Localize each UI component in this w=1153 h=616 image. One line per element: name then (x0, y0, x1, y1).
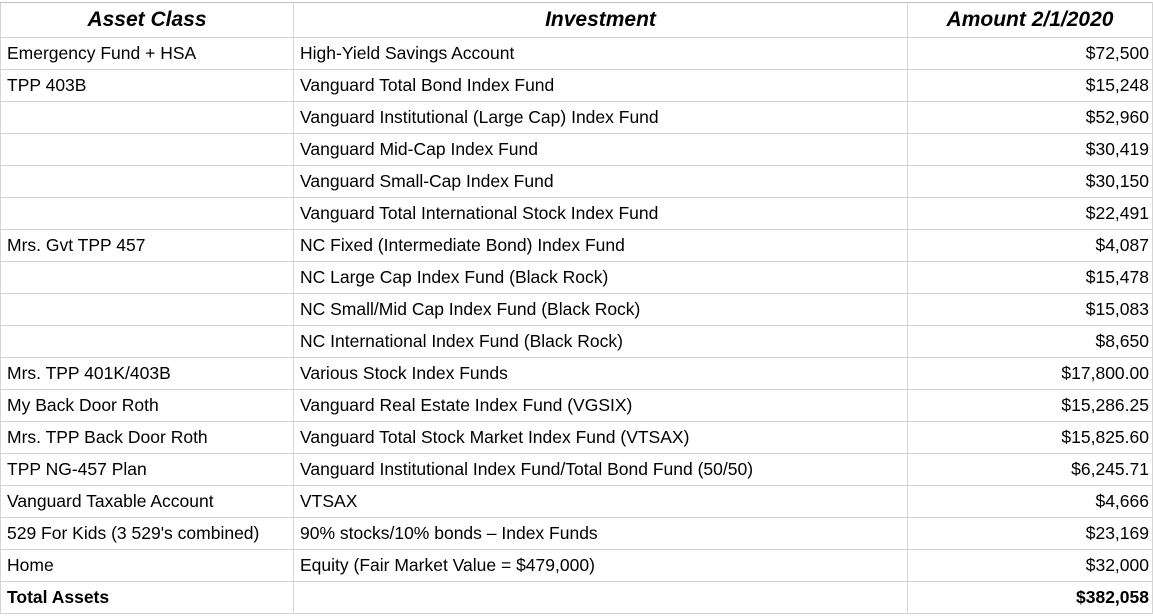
total-label: Total Assets (0, 581, 294, 614)
table-row: TPP 403B Vanguard Total Bond Index Fund $1… (0, 69, 1153, 102)
table-row: My Back Door Roth Vanguard Real Estate In… (0, 389, 1153, 422)
cell-amount: $15,248 (907, 69, 1153, 102)
cell-investment: 90% stocks/10% bonds – Index Funds (293, 517, 908, 550)
table-row: TPP NG-457 Plan Vanguard Institutional In… (0, 453, 1153, 486)
cell-investment: NC Large Cap Index Fund (Black Rock) (293, 261, 908, 294)
cell-investment: NC International Index Fund (Black Rock) (293, 325, 908, 358)
total-row: Total Assets $382,058 (0, 581, 1153, 614)
cell-investment: NC Small/Mid Cap Index Fund (Black Rock) (293, 293, 908, 326)
table-row: Vanguard Mid-Cap Index Fund $30,419 (0, 133, 1153, 166)
cell-asset-class: My Back Door Roth (0, 389, 294, 422)
cell-investment: Vanguard Institutional (Large Cap) Index… (293, 101, 908, 134)
table-row: Vanguard Institutional (Large Cap) Index… (0, 101, 1153, 134)
cell-asset-class (0, 325, 294, 358)
table-row: 529 For Kids (3 529's combined) 90% stock… (0, 517, 1153, 550)
table-row: NC International Index Fund (Black Rock)… (0, 325, 1153, 358)
cell-asset-class: Mrs. TPP 401K/403B (0, 357, 294, 390)
cell-amount: $23,169 (907, 517, 1153, 550)
cell-asset-class: Mrs. TPP Back Door Roth (0, 421, 294, 454)
cell-investment: Vanguard Total International Stock Index… (293, 197, 908, 230)
cell-amount: $8,650 (907, 325, 1153, 358)
cell-asset-class (0, 293, 294, 326)
cell-asset-class (0, 197, 294, 230)
cell-investment: Vanguard Mid-Cap Index Fund (293, 133, 908, 166)
header-row: Asset Class Investment Amount 2/1/2020 (0, 2, 1153, 38)
header-amount: Amount 2/1/2020 (907, 2, 1153, 38)
table-row: Vanguard Taxable Account VTSAX $4,666 (0, 485, 1153, 518)
table-row: Vanguard Small-Cap Index Fund $30,150 (0, 165, 1153, 198)
table-row: Mrs. TPP Back Door Roth Vanguard Total St… (0, 421, 1153, 454)
table-row: Home Equity (Fair Market Value = $479,000… (0, 549, 1153, 582)
cell-amount: $15,083 (907, 293, 1153, 326)
table-row: Mrs. TPP 401K/403B Various Stock Index Fu… (0, 357, 1153, 390)
cell-asset-class: Mrs. Gvt TPP 457 (0, 229, 294, 262)
header-asset-class: Asset Class (0, 2, 294, 38)
cell-amount: $17,800.00 (907, 357, 1153, 390)
table-row: Emergency Fund + HSA High-Yield Savings A… (0, 37, 1153, 70)
cell-asset-class: TPP 403B (0, 69, 294, 102)
cell-investment: Vanguard Real Estate Index Fund (VGSIX) (293, 389, 908, 422)
cell-amount: $72,500 (907, 37, 1153, 70)
cell-amount: $22,491 (907, 197, 1153, 230)
cell-asset-class (0, 133, 294, 166)
cell-investment: NC Fixed (Intermediate Bond) Index Fund (293, 229, 908, 262)
table-row: NC Large Cap Index Fund (Black Rock) $15,… (0, 261, 1153, 294)
cell-amount: $15,825.60 (907, 421, 1153, 454)
cell-amount: $30,419 (907, 133, 1153, 166)
cell-asset-class (0, 261, 294, 294)
cell-asset-class (0, 165, 294, 198)
cell-investment: High-Yield Savings Account (293, 37, 908, 70)
cell-amount: $30,150 (907, 165, 1153, 198)
cell-investment: Vanguard Total Stock Market Index Fund (… (293, 421, 908, 454)
table-row: NC Small/Mid Cap Index Fund (Black Rock)… (0, 293, 1153, 326)
cell-investment: VTSAX (293, 485, 908, 518)
cell-amount: $15,478 (907, 261, 1153, 294)
cell-asset-class (0, 101, 294, 134)
total-amount: $382,058 (907, 581, 1153, 614)
cell-asset-class: 529 For Kids (3 529's combined) (0, 517, 294, 550)
cell-amount: $6,245.71 (907, 453, 1153, 486)
cell-amount: $32,000 (907, 549, 1153, 582)
cell-amount: $4,087 (907, 229, 1153, 262)
cell-asset-class: Vanguard Taxable Account (0, 485, 294, 518)
cell-amount: $52,960 (907, 101, 1153, 134)
cell-amount: $4,666 (907, 485, 1153, 518)
cell-investment: Various Stock Index Funds (293, 357, 908, 390)
cell-investment: Vanguard Institutional Index Fund/Total … (293, 453, 908, 486)
cell-asset-class: TPP NG-457 Plan (0, 453, 294, 486)
cell-investment: Vanguard Total Bond Index Fund (293, 69, 908, 102)
table-body: Emergency Fund + HSA High-Yield Savings A… (0, 37, 1153, 582)
cell-asset-class: Home (0, 549, 294, 582)
table-row: Vanguard Total International Stock Index… (0, 197, 1153, 230)
cell-amount: $15,286.25 (907, 389, 1153, 422)
header-investment: Investment (293, 2, 908, 38)
total-investment (293, 581, 908, 614)
table-row: Mrs. Gvt TPP 457 NC Fixed (Intermediate B… (0, 229, 1153, 262)
cell-investment: Equity (Fair Market Value = $479,000) (293, 549, 908, 582)
cell-investment: Vanguard Small-Cap Index Fund (293, 165, 908, 198)
cell-asset-class: Emergency Fund + HSA (0, 37, 294, 70)
